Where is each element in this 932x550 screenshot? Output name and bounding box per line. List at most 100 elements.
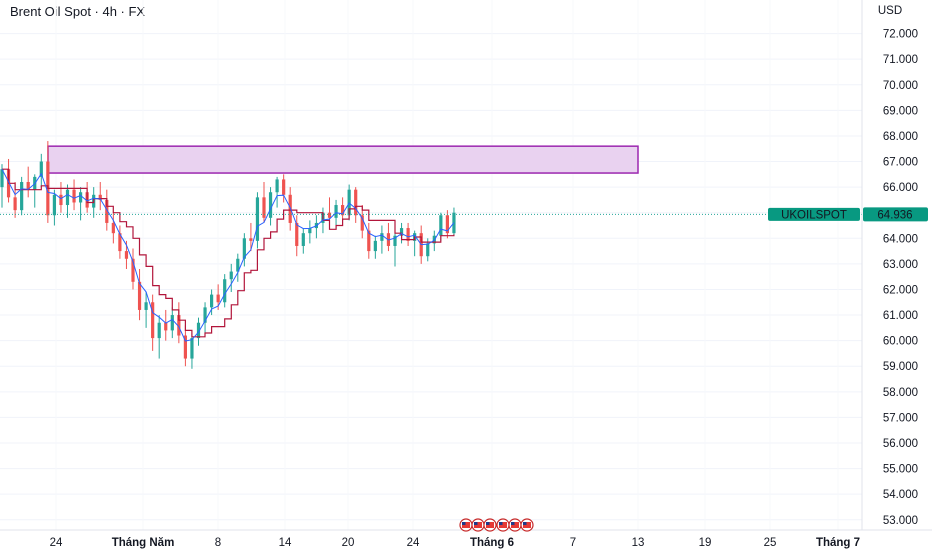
fast-indicator-line: [1, 168, 455, 342]
candle-body: [399, 228, 404, 236]
price-tick-label: 53.000: [883, 515, 918, 527]
candle-body: [210, 294, 214, 308]
resistance-zone-layer: [47, 145, 639, 174]
price-tick-label: 70.000: [883, 80, 918, 92]
grid: [0, 33, 862, 521]
time-tick-label: 24: [407, 537, 420, 549]
event-flag-icon[interactable]: [471, 518, 485, 532]
candle-body: [124, 251, 129, 259]
candle-body: [282, 179, 286, 195]
last-price-label: 64.936: [877, 209, 912, 221]
candle-body: [268, 192, 273, 218]
time-tick-label: 7: [570, 537, 576, 549]
price-tick-label: 58.000: [883, 387, 918, 399]
candle-body: [144, 302, 148, 310]
price-tick-label: 61.000: [883, 310, 918, 322]
event-flag-icon[interactable]: [520, 518, 534, 532]
price-tick-label: 54.000: [883, 489, 918, 501]
candle-body: [131, 258, 135, 282]
candle-body: [118, 233, 122, 252]
candle-body: [20, 182, 24, 211]
candle-body: [164, 322, 168, 331]
candle-body: [275, 179, 279, 193]
candle-body: [360, 215, 364, 231]
candle-body: [98, 194, 102, 200]
candle-body: [196, 322, 201, 339]
candle-body: [26, 182, 30, 190]
price-tick-label: 55.000: [883, 464, 918, 476]
price-tick-label: 66.000: [883, 182, 918, 194]
candle-body: [52, 194, 56, 216]
time-tick-label: 24: [50, 537, 63, 549]
symbol-tag-label: UKOILSPOT: [781, 209, 847, 221]
price-tick-label: 67.000: [883, 157, 918, 169]
candle-body: [249, 238, 253, 241]
candle-body: [39, 161, 43, 177]
last-price-bg: [863, 207, 928, 222]
candles-layer: [0, 141, 456, 369]
candle-body: [439, 215, 443, 236]
candle-body: [242, 238, 246, 259]
time-tick-label: Tháng Năm: [112, 537, 175, 549]
candle-body: [308, 228, 312, 234]
candle-body: [262, 197, 266, 218]
price-tick-label: 59.000: [883, 361, 918, 373]
candle-body: [445, 215, 449, 234]
time-tick-label: 13: [632, 537, 645, 549]
candle-body: [105, 199, 109, 223]
event-flag-icon[interactable]: [483, 518, 497, 532]
candle-body: [406, 228, 410, 241]
last-price-tag: UKOILSPOT 64.936: [768, 207, 928, 222]
price-tick-label: 69.000: [883, 105, 918, 117]
event-flag-icon[interactable]: [459, 518, 473, 532]
candle-body: [65, 189, 70, 206]
candle-body: [327, 212, 332, 218]
time-tick-label: 20: [342, 537, 355, 549]
price-tick-label: 62.000: [883, 284, 918, 296]
candle-body: [367, 230, 371, 252]
indicator-lines-layer: [0, 168, 862, 342]
price-axis[interactable]: 72.000 71.000 70.000 69.000 68.000 67.000 66.0…: [883, 29, 918, 527]
candle-body: [373, 240, 377, 252]
time-tick-label: 25: [764, 537, 777, 549]
candle-body: [301, 233, 305, 246]
candle-body: [203, 307, 207, 323]
candle-body: [170, 315, 174, 331]
candle-body: [157, 322, 161, 339]
candle-body: [255, 197, 260, 241]
candle-body: [0, 169, 4, 188]
candle-body: [341, 205, 345, 216]
symbol-tag-bg: [768, 207, 860, 221]
price-tick-label: 64.000: [883, 233, 918, 245]
candle-body: [334, 205, 338, 218]
price-tick-label: 71.000: [883, 54, 918, 66]
price-tick-label: 68.000: [883, 131, 918, 143]
time-axis[interactable]: 24 Tháng Năm 8 14 20 24 Tháng 6 7 13 19 25 Tháng 7: [50, 537, 860, 549]
candle-body: [183, 335, 187, 359]
candle-body: [216, 294, 220, 303]
price-tick-label: 57.000: [883, 412, 918, 424]
time-tick-label: 19: [699, 537, 712, 549]
candle-body: [190, 338, 194, 359]
candle-body: [426, 243, 430, 257]
economic-events[interactable]: [459, 518, 534, 532]
time-tick-label: 8: [215, 537, 221, 549]
slow-indicator-line: [2, 168, 455, 338]
price-tick-label: 63.000: [883, 259, 918, 271]
event-flag-icon[interactable]: [496, 518, 510, 532]
candle-body: [137, 281, 142, 310]
candle-body: [236, 258, 240, 272]
candle-body: [295, 222, 299, 246]
event-flag-icon[interactable]: [508, 518, 522, 532]
candle-body: [393, 235, 397, 246]
candle-body: [13, 197, 17, 211]
resistance-zone[interactable]: [47, 145, 639, 174]
price-tick-label: 56.000: [883, 438, 918, 450]
candle-body: [380, 233, 384, 241]
candle-body: [72, 189, 76, 203]
currency-label: USD: [878, 5, 902, 17]
chart-title: Brent Oil Spot · 4h · FX: [10, 4, 146, 19]
candle-body: [151, 302, 155, 339]
price-tick-label: 60.000: [883, 336, 918, 348]
